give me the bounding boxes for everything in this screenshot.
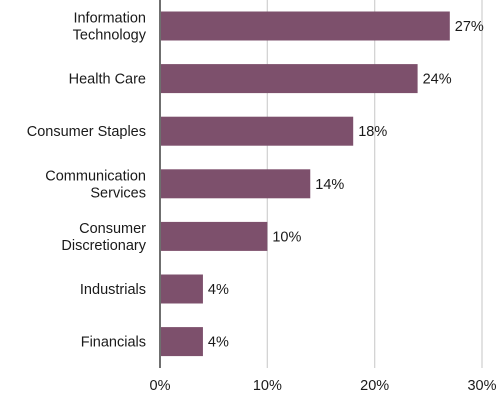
value-label-0: 27% bbox=[455, 19, 484, 35]
value-label-4: 10% bbox=[272, 229, 301, 245]
bar-0 bbox=[160, 11, 450, 41]
bar-5 bbox=[160, 274, 203, 304]
x-tick-label-0: 0% bbox=[150, 378, 171, 394]
value-label-3: 14% bbox=[315, 177, 344, 193]
category-label-line-4-0: Consumer bbox=[79, 221, 146, 237]
bar-2 bbox=[160, 116, 354, 146]
category-label-1: Health Care bbox=[69, 72, 146, 88]
bar-4 bbox=[160, 221, 268, 251]
category-label-3: Communication Services bbox=[45, 168, 146, 201]
x-tick-label-2: 20% bbox=[360, 378, 389, 394]
category-label-line-3-0: Communication bbox=[45, 168, 146, 184]
x-tick-label-1: 10% bbox=[253, 378, 282, 394]
bar-3 bbox=[160, 169, 311, 199]
category-label-line-4-1: Discretionary bbox=[61, 238, 146, 254]
category-label-line-3-1: Services bbox=[90, 185, 146, 201]
category-label-5: Industrials bbox=[80, 282, 146, 298]
category-label-0: Information Technology bbox=[73, 11, 147, 44]
category-label-line-1-0: Health Care bbox=[69, 72, 146, 88]
category-label-4: Consumer Discretionary bbox=[61, 221, 146, 254]
value-label-5: 4% bbox=[208, 282, 229, 298]
category-label-line-0-1: Technology bbox=[73, 28, 147, 44]
value-label-1: 24% bbox=[423, 72, 452, 88]
value-label-6: 4% bbox=[208, 335, 229, 351]
bar-1 bbox=[160, 64, 418, 94]
category-label-6: Financials bbox=[81, 335, 146, 351]
category-label-line-6-0: Financials bbox=[81, 335, 146, 351]
value-label-2: 18% bbox=[358, 124, 387, 140]
category-label-2: Consumer Staples bbox=[27, 124, 146, 140]
x-tick-label-3: 30% bbox=[467, 378, 496, 394]
bar-6 bbox=[160, 327, 203, 357]
category-label-line-5-0: Industrials bbox=[80, 282, 146, 298]
category-label-line-2-0: Consumer Staples bbox=[27, 124, 146, 140]
category-label-line-0-0: Information bbox=[73, 11, 146, 27]
